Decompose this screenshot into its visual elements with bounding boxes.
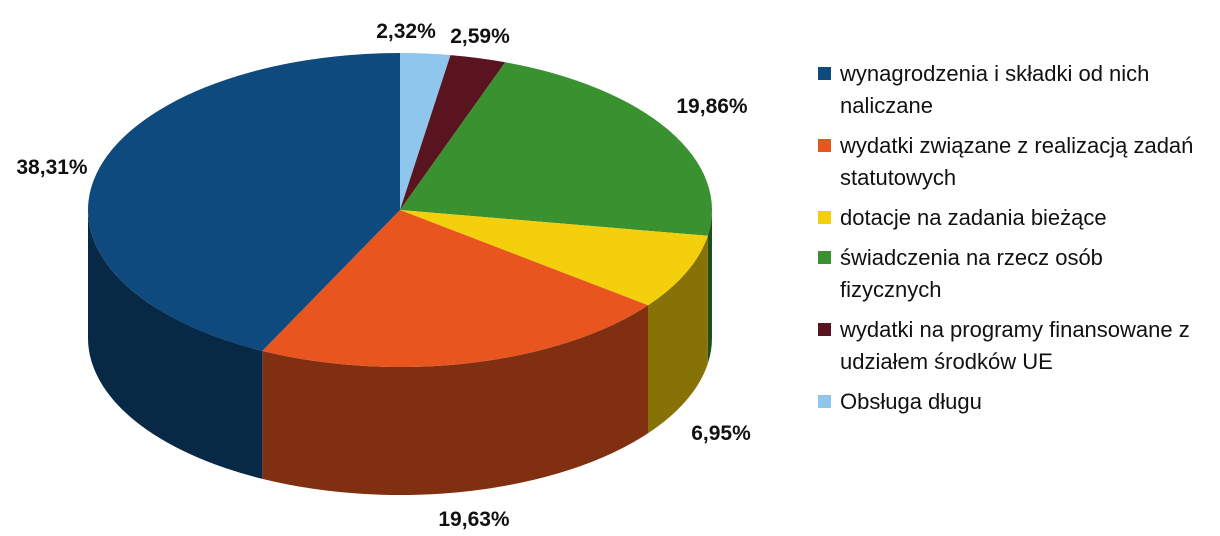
pie-slice bbox=[400, 53, 451, 210]
slice-value-label: 2,32% bbox=[376, 20, 436, 43]
legend-item: wynagrodzenia i składki od nich naliczan… bbox=[818, 58, 1210, 122]
legend-item: dotacje na zadania bieżące bbox=[818, 202, 1210, 234]
slice-value-label: 2,59% bbox=[450, 25, 510, 48]
legend-item: wydatki związane z realizacją zadań stat… bbox=[818, 130, 1210, 194]
slice-value-label: 19,86% bbox=[676, 95, 748, 118]
legend-label: wydatki na programy finansowane z udział… bbox=[840, 317, 1190, 374]
pie-side bbox=[88, 210, 263, 479]
pie-slice bbox=[400, 210, 708, 306]
legend-label: dotacje na zadania bieżące bbox=[840, 205, 1107, 230]
pie-sides bbox=[88, 210, 712, 495]
legend-item: świadczenia na rzecz osób fizycznych bbox=[818, 242, 1210, 306]
pie-slice bbox=[262, 210, 648, 368]
legend-swatch bbox=[818, 251, 831, 264]
legend-swatch bbox=[818, 395, 831, 408]
legend-swatch bbox=[818, 139, 831, 152]
legend-item: wydatki na programy finansowane z udział… bbox=[818, 314, 1210, 378]
legend-item: Obsługa długu bbox=[818, 386, 1210, 418]
legend-swatch bbox=[818, 211, 831, 224]
legend-label: wydatki związane z realizacją zadań stat… bbox=[840, 133, 1194, 190]
pie-labels: 38,31% 19,63% 6,95% 19,86% 2,59% 2,32% bbox=[16, 20, 751, 531]
legend-label: świadczenia na rzecz osób fizycznych bbox=[840, 245, 1103, 302]
pie-slice bbox=[400, 62, 712, 236]
pie-side bbox=[647, 235, 708, 434]
legend: wynagrodzenia i składki od nich naliczan… bbox=[818, 58, 1210, 426]
slice-value-label: 19,63% bbox=[438, 508, 510, 531]
slice-value-label: 6,95% bbox=[691, 422, 751, 445]
pie-side bbox=[262, 305, 648, 495]
legend-swatch bbox=[818, 323, 831, 336]
pie-side bbox=[707, 210, 712, 364]
pie-slice bbox=[87, 53, 400, 351]
slice-value-label: 38,31% bbox=[16, 156, 88, 179]
pie-chart: 38,31% 19,63% 6,95% 19,86% 2,59% 2,32% bbox=[16, 20, 751, 531]
legend-label: Obsługa długu bbox=[840, 389, 982, 414]
pie-tops bbox=[87, 53, 712, 368]
legend-label: wynagrodzenia i składki od nich naliczan… bbox=[840, 61, 1150, 118]
legend-swatch bbox=[818, 67, 831, 80]
pie-slice bbox=[400, 55, 506, 210]
